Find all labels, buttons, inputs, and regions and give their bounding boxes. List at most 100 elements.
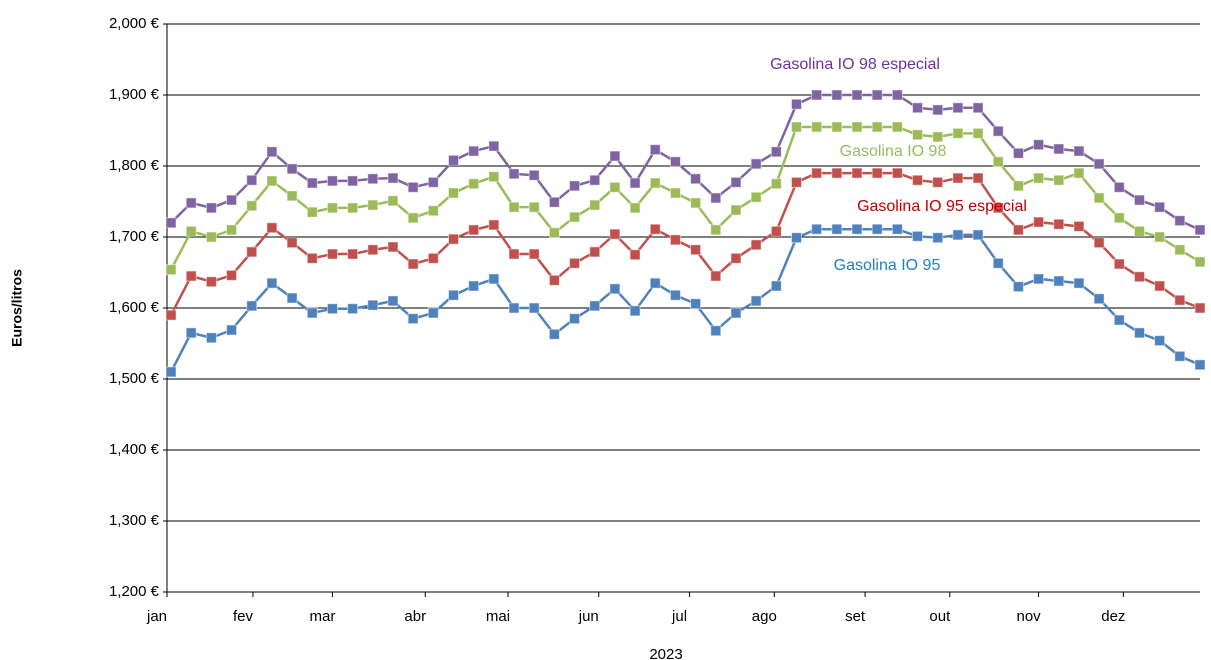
point <box>367 199 379 211</box>
x-tick-label: dez <box>1101 608 1125 625</box>
point <box>589 199 601 211</box>
point <box>710 325 722 337</box>
y-tick-label: 1,300 € <box>109 512 160 529</box>
point <box>468 145 480 157</box>
point <box>488 219 500 231</box>
point <box>871 121 883 133</box>
point <box>266 277 278 289</box>
point <box>528 248 540 260</box>
point <box>1073 145 1085 157</box>
point <box>629 202 641 214</box>
y-axis-title: Euros/litros <box>9 269 25 347</box>
point <box>811 167 823 179</box>
point <box>1154 280 1166 292</box>
point <box>669 289 681 301</box>
point <box>932 104 944 116</box>
x-tick-label: fev <box>233 608 254 625</box>
point <box>347 248 359 260</box>
series-label: Gasolina IO 98 <box>840 143 947 160</box>
point <box>226 194 238 206</box>
point <box>548 227 560 239</box>
point <box>750 191 762 203</box>
y-tick-label: 1,200 € <box>109 583 160 600</box>
point <box>1093 192 1105 204</box>
point <box>569 313 581 325</box>
point <box>508 302 520 314</box>
x-tick-label: mai <box>486 608 510 625</box>
point <box>690 173 702 185</box>
x-tick-label: ago <box>752 608 777 625</box>
point <box>387 295 399 307</box>
point <box>1133 194 1145 206</box>
point <box>730 176 742 188</box>
point <box>508 248 520 260</box>
point <box>811 121 823 133</box>
point <box>266 175 278 187</box>
point <box>347 202 359 214</box>
point <box>1012 224 1024 236</box>
y-tick-label: 1,900 € <box>109 86 160 103</box>
point <box>185 225 197 237</box>
point <box>1073 220 1085 232</box>
point <box>871 167 883 179</box>
point <box>326 248 338 260</box>
point <box>770 178 782 190</box>
point <box>649 277 661 289</box>
point <box>427 307 439 319</box>
point <box>609 150 621 162</box>
point <box>1133 327 1145 339</box>
point <box>1093 293 1105 305</box>
point <box>205 332 217 344</box>
point <box>1093 158 1105 170</box>
point <box>347 175 359 187</box>
point <box>569 257 581 269</box>
point <box>246 246 258 258</box>
point <box>912 102 924 114</box>
point <box>972 172 984 184</box>
point <box>790 176 802 188</box>
point <box>528 302 540 314</box>
point <box>1053 174 1065 186</box>
point <box>629 177 641 189</box>
point <box>669 187 681 199</box>
point <box>1113 181 1125 193</box>
point <box>468 178 480 190</box>
x-axis-title: 2023 <box>649 646 682 660</box>
point <box>831 223 843 235</box>
point <box>1154 201 1166 213</box>
point <box>488 171 500 183</box>
y-tick-label: 1,800 € <box>109 157 160 174</box>
point <box>1174 294 1186 306</box>
point <box>690 244 702 256</box>
point <box>367 244 379 256</box>
y-tick-label: 1,500 € <box>109 370 160 387</box>
y-tick-label: 2,000 € <box>109 15 160 32</box>
point <box>589 246 601 258</box>
point <box>730 204 742 216</box>
point <box>690 298 702 310</box>
point <box>710 224 722 236</box>
x-tick-label: mar <box>310 608 336 625</box>
point <box>1174 244 1186 256</box>
point <box>972 127 984 139</box>
point <box>1194 302 1206 314</box>
x-tick-label: jan <box>146 608 167 625</box>
point <box>226 224 238 236</box>
point <box>326 175 338 187</box>
point <box>710 192 722 204</box>
series-line <box>169 227 1201 373</box>
point <box>1154 231 1166 243</box>
point <box>246 300 258 312</box>
point <box>891 121 903 133</box>
point <box>488 140 500 152</box>
point <box>347 303 359 315</box>
point <box>589 300 601 312</box>
point <box>548 196 560 208</box>
point <box>185 197 197 209</box>
y-tick-label: 1,400 € <box>109 441 160 458</box>
point <box>1053 218 1065 230</box>
point <box>912 174 924 186</box>
point <box>205 231 217 243</box>
point <box>952 127 964 139</box>
